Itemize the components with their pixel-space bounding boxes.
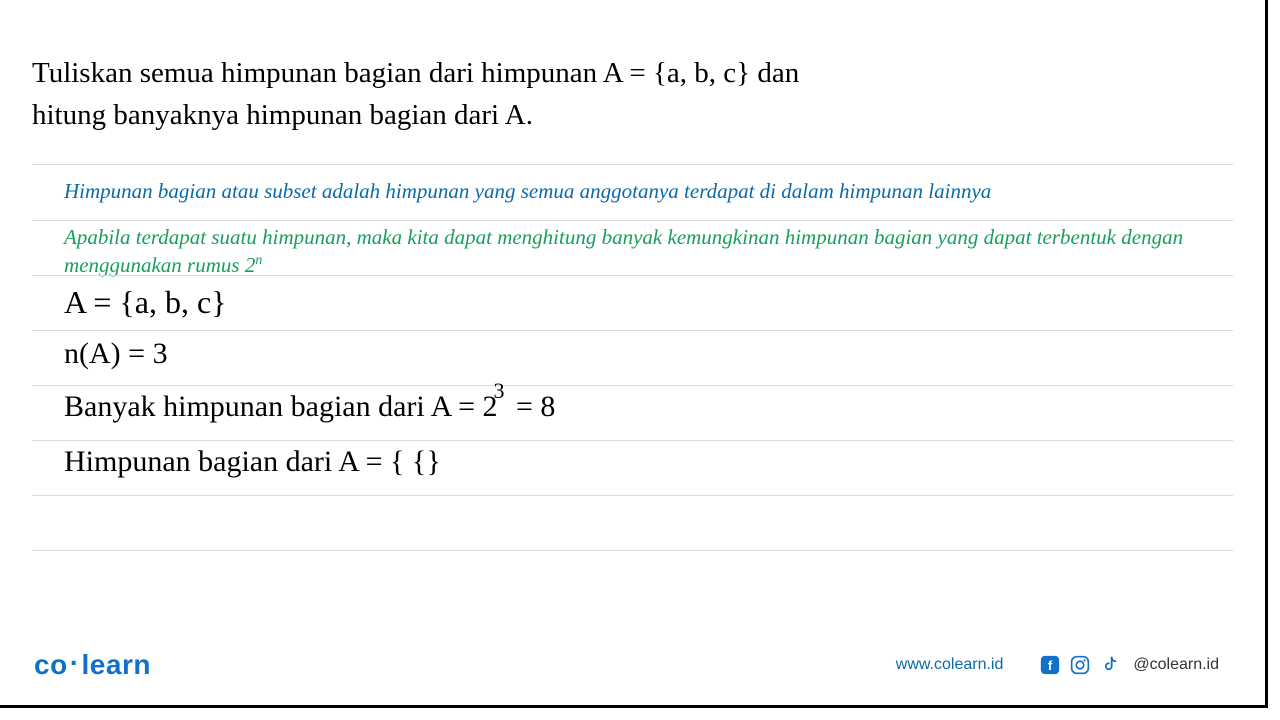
formula-note-exponent: n — [255, 253, 262, 268]
handwritten-line-2: n(A) = 3 — [64, 337, 168, 371]
ruled-line: Himpunan bagian atau subset adalah himpu… — [32, 164, 1233, 220]
ruled-line: Himpunan bagian dari A = { {} — [32, 440, 1233, 495]
hw3-prefix: Banyak himpunan bagian dari A = 2 — [64, 390, 498, 423]
hw3-exponent: 3 — [494, 378, 505, 403]
content-area: Tuliskan semua himpunan bagian dari himp… — [0, 0, 1265, 605]
ruled-line: A = {a, b, c} — [32, 275, 1233, 330]
ruled-line — [32, 550, 1233, 605]
formula-note: Apabila terdapat suatu himpunan, maka ki… — [64, 223, 1233, 280]
formula-note-text: Apabila terdapat suatu himpunan, maka ki… — [64, 225, 1183, 277]
tiktok-icon — [1099, 654, 1121, 676]
logo-dot: · — [70, 647, 80, 678]
problem-statement: Tuliskan semua himpunan bagian dari himp… — [32, 52, 1233, 136]
ruled-line — [32, 495, 1233, 550]
ruled-paper: Himpunan bagian atau subset adalah himpu… — [0, 164, 1265, 605]
handwritten-line-3: Banyak himpunan bagian dari A = 23 = 8 — [64, 390, 555, 424]
logo-part-2: learn — [82, 649, 151, 680]
handwritten-line-4: Himpunan bagian dari A = { {} — [64, 445, 441, 479]
svg-text:f: f — [1048, 658, 1053, 673]
problem-line1: Tuliskan semua himpunan bagian dari himp… — [32, 52, 1233, 94]
handwritten-line-1: A = {a, b, c} — [64, 284, 227, 321]
facebook-icon: f — [1039, 654, 1061, 676]
instagram-icon — [1069, 654, 1091, 676]
problem-line2: hitung banyaknya himpunan bagian dari A. — [32, 94, 1233, 136]
brand-logo: co·learn — [34, 649, 151, 681]
ruled-line: n(A) = 3 — [32, 330, 1233, 385]
footer: co·learn www.colearn.id f @colearn.id — [0, 649, 1253, 681]
frame-border: Tuliskan semua himpunan bagian dari himp… — [0, 0, 1268, 708]
website-url: www.colearn.id — [896, 656, 1004, 674]
hw3-suffix: = 8 — [509, 390, 556, 423]
ruled-line: Banyak himpunan bagian dari A = 23 = 8 — [32, 385, 1233, 440]
definition-note: Himpunan bagian atau subset adalah himpu… — [64, 179, 991, 204]
social-icons: f @colearn.id — [1039, 654, 1219, 676]
ruled-line: Apabila terdapat suatu himpunan, maka ki… — [32, 220, 1233, 275]
logo-part-1: co — [34, 649, 68, 680]
social-handle: @colearn.id — [1133, 656, 1219, 674]
